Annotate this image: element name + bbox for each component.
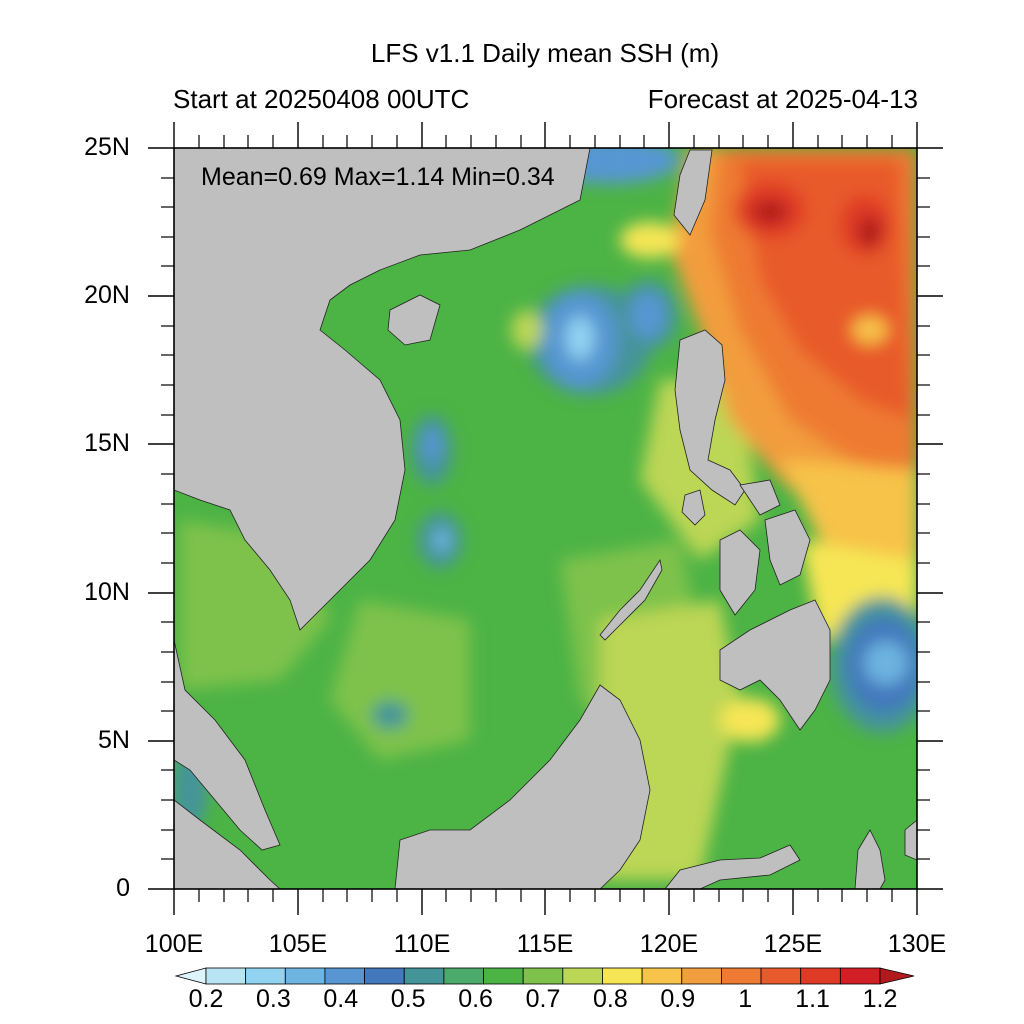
colorbar-box [284, 967, 326, 985]
colorbar-under-triangle [174, 967, 207, 985]
lon-major-ticks [173, 122, 918, 915]
colorbar-tick-label: 1 [738, 985, 753, 1013]
lon-tick-label: 100E [144, 930, 204, 958]
colorbar-tick-label: 1.1 [795, 985, 830, 1013]
colorbar-tick-label: 0.8 [593, 985, 628, 1013]
lon-tick-label: 125E [763, 930, 823, 958]
colorbar-tick-label: 0.6 [458, 985, 493, 1013]
colorbar-box [245, 967, 286, 985]
lat-tick-label: 20N [84, 281, 130, 309]
colorbar-tick-label: 0.7 [525, 985, 561, 1013]
colorbar-box [641, 967, 683, 985]
stats-annotation: Mean=0.69 Max=1.14 Min=0.34 [201, 163, 555, 191]
colorbar-box [760, 967, 802, 985]
lat-major-ticks [148, 147, 943, 890]
lat-minor-ticks [161, 177, 930, 860]
forecast-time-label: Forecast at 2025-04-13 [647, 84, 918, 114]
colorbar-tick-label: 0.9 [660, 985, 696, 1013]
colorbar-tick-label: 0.5 [390, 985, 426, 1013]
lat-tick-label: 0 [116, 874, 130, 902]
colorbar [174, 967, 915, 985]
colorbar-tick-label: 1.2 [862, 985, 898, 1013]
lon-tick-label: 105E [268, 930, 328, 958]
lat-tick-label: 5N [98, 726, 130, 754]
land [174, 148, 917, 889]
lon-tick-label: 110E [393, 930, 451, 958]
colorbar-box [522, 967, 564, 985]
chart-title: LFS v1.1 Daily mean SSH (m) [370, 38, 720, 68]
lon-tick-label: 115E [516, 930, 574, 958]
lat-tick-label: 10N [84, 578, 130, 606]
colorbar-over-triangle [879, 967, 915, 985]
lon-tick-label: 120E [639, 930, 699, 958]
colorbar-box [602, 967, 643, 985]
lat-tick-label: 15N [84, 429, 130, 457]
colorbar-box [562, 967, 603, 985]
colorbar-box [324, 967, 365, 985]
colorbar-box [403, 967, 445, 985]
start-time-label: Start at 20250408 00UTC [173, 84, 470, 114]
colorbar-box [681, 967, 722, 985]
colorbar-tick-label: 0.2 [188, 985, 224, 1013]
colorbar-box [443, 967, 484, 985]
colorbar-box [839, 967, 881, 985]
lon-minor-ticks [198, 135, 893, 902]
colorbar-box [800, 967, 841, 985]
colorbar-box [205, 967, 247, 985]
ssh-field [174, 148, 917, 889]
lat-tick-label: 25N [84, 133, 130, 161]
lon-tick-label: 130E [887, 930, 947, 958]
colorbar-box [483, 967, 524, 985]
colorbar-tick-label: 0.4 [323, 985, 359, 1013]
colorbar-box [364, 967, 405, 985]
colorbar-box [721, 967, 762, 985]
colorbar-tick-label: 0.3 [256, 985, 291, 1013]
